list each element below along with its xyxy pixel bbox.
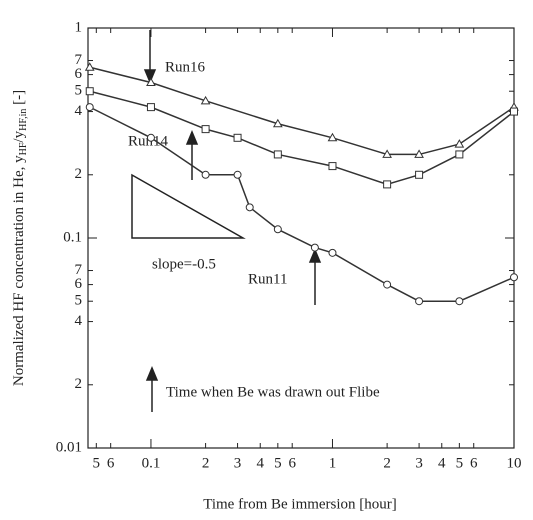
x-tick-label: 5 bbox=[456, 455, 464, 471]
x-tick-label: 4 bbox=[256, 455, 264, 471]
y-tick-label: 0.1 bbox=[63, 229, 82, 245]
y-tick-label: 4 bbox=[75, 103, 83, 119]
x-tick-label: 3 bbox=[234, 455, 242, 471]
y-label-part: HF,in bbox=[18, 109, 29, 131]
x-tick-label: 6 bbox=[288, 455, 296, 471]
marker bbox=[415, 170, 424, 179]
x-tick-label: 2 bbox=[383, 455, 391, 471]
x-tick-label: 5 bbox=[93, 455, 101, 471]
marker bbox=[455, 297, 464, 306]
marker bbox=[415, 297, 424, 306]
x-tick-label: 5 bbox=[274, 455, 282, 471]
marker bbox=[328, 248, 337, 257]
series-line bbox=[89, 90, 515, 186]
marker bbox=[84, 62, 95, 71]
y-label-part: /y bbox=[11, 130, 27, 142]
y-label-part: HF bbox=[18, 142, 29, 155]
y-tick-label: 6 bbox=[75, 276, 83, 292]
marker bbox=[272, 118, 283, 128]
marker bbox=[310, 243, 319, 252]
y-tick-label: 4 bbox=[75, 313, 83, 329]
arrow-head bbox=[145, 366, 159, 381]
arrow-head bbox=[143, 69, 157, 84]
y-axis-label: Normalized HF concentration in He, yHF/y… bbox=[11, 90, 29, 386]
y-tick-label: 6 bbox=[75, 66, 83, 82]
y-tick-label: 0.01 bbox=[56, 439, 82, 455]
x-tick-label: 6 bbox=[107, 455, 115, 471]
y-tick-label: 1 bbox=[75, 19, 83, 35]
annotation: Time when Be was drawn out Flibe bbox=[166, 384, 380, 400]
x-tick-label: 1 bbox=[329, 455, 337, 471]
marker bbox=[85, 87, 94, 96]
x-tick-label: 2 bbox=[202, 455, 210, 471]
marker bbox=[245, 203, 254, 212]
marker bbox=[233, 133, 242, 142]
marker bbox=[200, 95, 211, 105]
marker bbox=[201, 170, 210, 179]
x-tick-label: 10 bbox=[507, 455, 522, 471]
annotation: slope=-0.5 bbox=[152, 256, 216, 272]
marker bbox=[273, 225, 282, 234]
marker bbox=[383, 280, 392, 289]
x-tick-label: 0.1 bbox=[142, 455, 161, 471]
marker bbox=[146, 133, 155, 142]
marker bbox=[233, 170, 242, 179]
marker bbox=[382, 149, 392, 158]
y-tick-label: 2 bbox=[75, 376, 83, 392]
arrows bbox=[143, 30, 322, 412]
y-tick-label: 7 bbox=[75, 52, 83, 68]
marker bbox=[414, 149, 424, 158]
x-tick-label: 3 bbox=[415, 455, 423, 471]
y-tick-label: 5 bbox=[75, 293, 83, 309]
series-line bbox=[89, 106, 515, 302]
marker bbox=[85, 103, 94, 112]
x-axis-label: Time from Be immersion [hour] bbox=[203, 496, 397, 512]
slope-triangle bbox=[131, 173, 246, 239]
y-label-part: Normalized HF concentration in He, y bbox=[11, 155, 27, 386]
series-label: Run16 bbox=[165, 59, 206, 75]
y-tick-label: 7 bbox=[75, 262, 83, 278]
y-label-part: [-] bbox=[11, 90, 27, 109]
marker bbox=[201, 125, 210, 134]
series-label: Run11 bbox=[248, 271, 287, 287]
arrow-head bbox=[308, 248, 322, 263]
x-tick-label: 4 bbox=[438, 455, 446, 471]
marker bbox=[510, 273, 518, 282]
arrow-head bbox=[185, 130, 199, 145]
marker bbox=[454, 139, 465, 148]
marker bbox=[146, 77, 156, 87]
marker bbox=[327, 132, 338, 142]
marker bbox=[146, 103, 155, 112]
marker bbox=[328, 162, 337, 171]
marker bbox=[510, 107, 518, 116]
marker bbox=[383, 180, 392, 189]
x-tick-label: 6 bbox=[470, 455, 478, 471]
marker bbox=[455, 150, 464, 159]
y-tick-label: 5 bbox=[75, 83, 83, 99]
series-label: Run14 bbox=[128, 133, 169, 149]
y-tick-label: 2 bbox=[75, 166, 83, 182]
marker bbox=[273, 150, 282, 159]
